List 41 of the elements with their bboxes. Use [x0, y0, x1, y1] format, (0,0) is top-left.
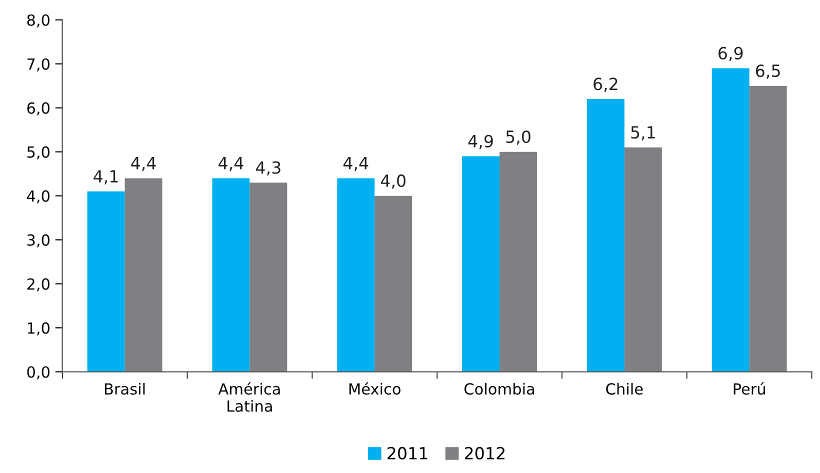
y-tick-label: 6,0: [27, 102, 50, 116]
x-tick-label: América Latina: [218, 382, 280, 412]
data-label: 4,4: [218, 157, 244, 172]
data-label: 4,4: [343, 157, 368, 172]
data-label: 4,4: [131, 157, 156, 172]
bar: [712, 68, 750, 372]
x-tick-label: Perú: [734, 382, 765, 395]
bar: [250, 182, 288, 372]
bar: [624, 147, 662, 372]
bar: [374, 196, 412, 372]
legend-label: 2012: [464, 446, 504, 460]
y-tick-label: 5,0: [27, 146, 50, 160]
y-tick-label: 1,0: [28, 322, 50, 336]
y-tick-label: 7,0: [27, 58, 50, 72]
data-label: 4,9: [468, 134, 493, 150]
bar: [212, 178, 250, 372]
bar: [87, 191, 125, 372]
bar: [124, 178, 162, 372]
y-tick-label: 8,0: [27, 14, 50, 28]
bar: [586, 99, 624, 372]
data-label: 5,0: [506, 130, 530, 145]
legend-label: 2011: [388, 446, 428, 460]
bar: [337, 178, 375, 372]
bar: [462, 156, 500, 372]
x-tick-label: Colombia: [464, 382, 534, 395]
data-label: 6,9: [718, 46, 743, 62]
x-tick-label: Chile: [606, 382, 643, 395]
x-tick-label: México: [349, 382, 400, 395]
x-tick-label: Brasil: [104, 382, 145, 395]
y-tick-label: 2,0: [27, 278, 50, 292]
y-tick-label: 4,0: [26, 190, 50, 204]
data-label: 4,1: [94, 170, 118, 184]
data-label: 5,1: [631, 126, 655, 140]
y-tick-label: 0,0: [27, 366, 50, 380]
data-label: 6,2: [594, 78, 618, 92]
data-label: 4,3: [256, 161, 280, 176]
data-label: 4,0: [380, 174, 406, 189]
y-tick-label: 3,0: [27, 234, 50, 248]
bar: [749, 86, 787, 372]
bar: [500, 152, 537, 372]
data-label: 6,5: [756, 64, 780, 79]
